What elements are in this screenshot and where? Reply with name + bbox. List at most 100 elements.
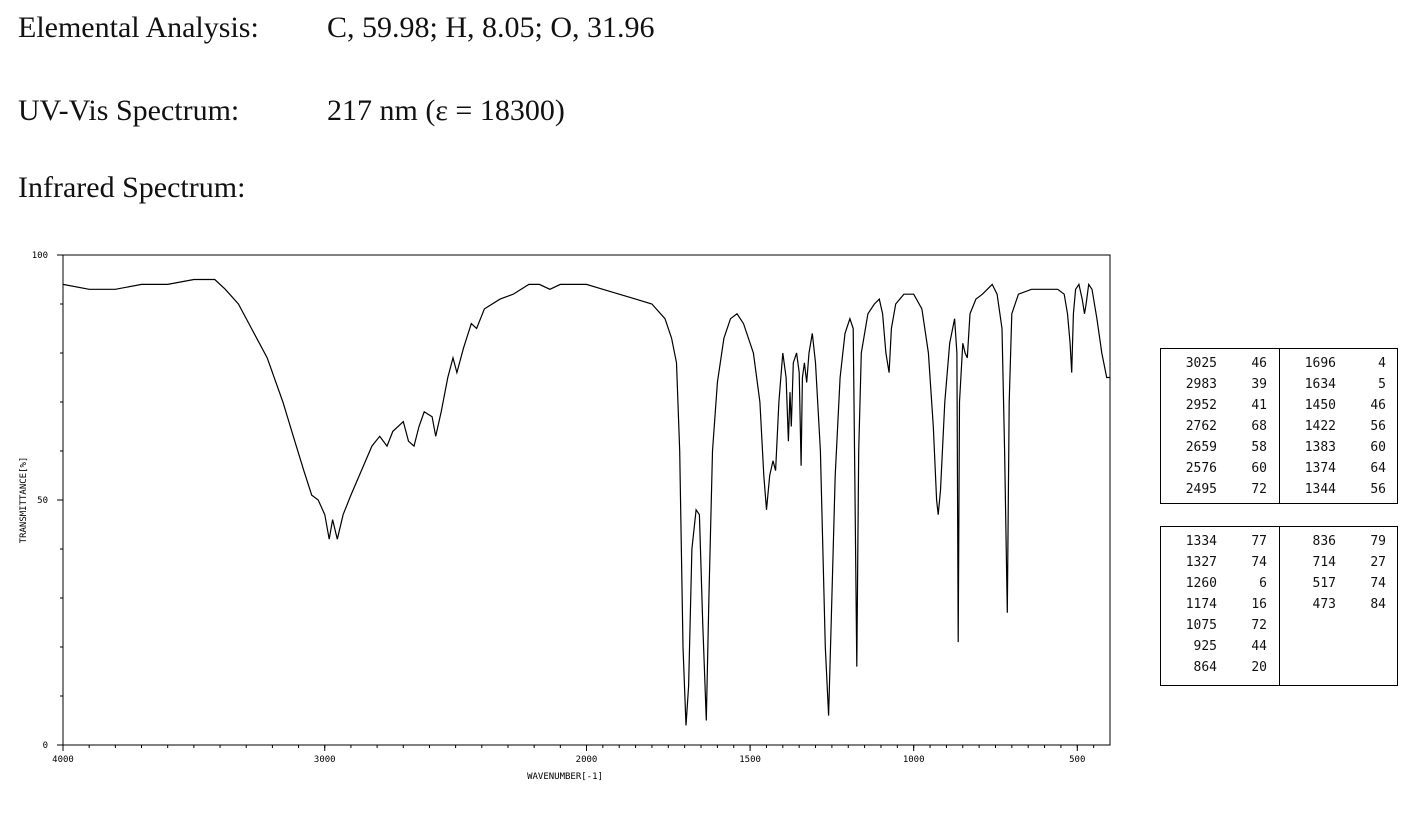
y-tick-label: 0 (43, 741, 48, 751)
peak-row: 1260 6 (1161, 573, 1279, 594)
peak-table-column: 1334 77 1327 74 1260 6 1174 16 1075 72 925 44 864 20 (1161, 531, 1279, 685)
peak-transmittance: 56 (1370, 419, 1386, 434)
peak-row: 2983 39 (1161, 374, 1279, 395)
x-tick-label: 1000 (903, 755, 925, 765)
peak-transmittance: 77 (1251, 534, 1267, 549)
uv-vis-value: 217 nm (ε = 18300) (327, 94, 565, 127)
peak-transmittance: 44 (1251, 639, 1267, 654)
ir-spectrum-chart: 4000 3000 2000 1500 1000 500 0 50 100 WAVENUMBER… (19, 251, 1111, 782)
peak-row: 2576 60 (1161, 458, 1279, 479)
peak-transmittance: 58 (1251, 440, 1267, 455)
peak-row: 1450 46 (1280, 395, 1398, 416)
peak-wavenumber: 1383 (1304, 440, 1336, 455)
peak-transmittance: 74 (1251, 555, 1267, 570)
peak-transmittance: 60 (1370, 440, 1386, 455)
peak-row: 1174 16 (1161, 594, 1279, 615)
peak-wavenumber: 1696 (1304, 356, 1336, 371)
x-tick-label: 4000 (52, 755, 74, 765)
elemental-analysis-row: Elemental Analysis: C, 59.98; H, 8.05; O,… (18, 10, 655, 46)
peak-wavenumber: 1174 (1185, 597, 1217, 612)
peak-transmittance: 84 (1370, 597, 1386, 612)
peak-wavenumber: 1334 (1185, 534, 1217, 549)
peak-transmittance: 56 (1370, 482, 1386, 497)
axis-tick-labels: 4000 3000 2000 1500 1000 500 0 50 100 (32, 251, 1086, 765)
peak-row: 836 79 (1280, 531, 1398, 552)
peak-row: 1696 4 (1280, 353, 1398, 374)
peak-row: 517 74 (1280, 573, 1398, 594)
peak-row: 2659 58 (1161, 437, 1279, 458)
peak-wavenumber: 1260 (1185, 576, 1217, 591)
x-tick-label: 2000 (576, 755, 598, 765)
peak-table: 1334 77 1327 74 1260 6 1174 16 1075 72 925 44 864 20 8… (1160, 526, 1398, 686)
peak-table-column: 3025 46 2983 39 2952 41 2762 68 2659 58 2576 60 2495… (1161, 353, 1279, 503)
peak-transmittance: 46 (1251, 356, 1267, 371)
peak-wavenumber: 1422 (1304, 419, 1336, 434)
x-tick-label: 500 (1069, 755, 1085, 765)
y-tick-label: 50 (37, 496, 48, 506)
peak-wavenumber: 2659 (1185, 440, 1217, 455)
peak-table: 3025 46 2983 39 2952 41 2762 68 2659 58 2576 60 2495… (1160, 348, 1398, 504)
elemental-analysis-value: C, 59.98; H, 8.05; O, 31.96 (327, 11, 655, 44)
x-axis-label: WAVENUMBER[-1] (527, 772, 603, 782)
peak-wavenumber: 2495 (1185, 482, 1217, 497)
peak-row: 1334 77 (1161, 531, 1279, 552)
y-axis-label: TRANSMITTANCE[%] (19, 457, 29, 544)
peak-transmittance: 72 (1251, 482, 1267, 497)
peak-table-column: 836 79 714 27 517 74 473 84 (1279, 527, 1398, 685)
peak-transmittance: 74 (1370, 576, 1386, 591)
uv-vis-row: UV-Vis Spectrum: 217 nm (ε = 18300) (18, 93, 565, 129)
peak-transmittance: 4 (1378, 356, 1386, 371)
uv-vis-label: UV-Vis Spectrum: (18, 94, 240, 127)
peak-transmittance: 41 (1251, 398, 1267, 413)
peak-row: 2952 41 (1161, 395, 1279, 416)
peak-row: 2762 68 (1161, 416, 1279, 437)
peak-table-column: 1696 4 1634 5 1450 46 1422 56 1383 60 1374 64 1344 56 (1279, 349, 1398, 503)
peak-row: 2495 72 (1161, 479, 1279, 500)
peak-transmittance: 39 (1251, 377, 1267, 392)
peak-row: 3025 46 (1161, 353, 1279, 374)
peak-wavenumber: 2983 (1185, 377, 1217, 392)
peak-row: 864 20 (1161, 657, 1279, 678)
peak-transmittance: 5 (1378, 377, 1386, 392)
peak-transmittance: 20 (1251, 660, 1267, 675)
peak-wavenumber: 714 (1312, 555, 1336, 570)
peak-row: 1374 64 (1280, 458, 1398, 479)
peak-transmittance: 68 (1251, 419, 1267, 434)
peak-row: 473 84 (1280, 594, 1398, 615)
infrared-label: Infrared Spectrum: (18, 171, 246, 204)
x-tick-label: 3000 (314, 755, 336, 765)
axis-ticks (57, 254, 1095, 751)
peak-transmittance: 46 (1370, 398, 1386, 413)
peak-row: 1327 74 (1161, 552, 1279, 573)
peak-wavenumber: 2762 (1185, 419, 1217, 434)
peak-row: 925 44 (1161, 636, 1279, 657)
spectrum-line (62, 278, 1110, 726)
peak-row: 1422 56 (1280, 416, 1398, 437)
peak-wavenumber: 1327 (1185, 555, 1217, 570)
peak-wavenumber: 836 (1312, 534, 1336, 549)
peak-row: 1634 5 (1280, 374, 1398, 395)
peak-wavenumber: 1450 (1304, 398, 1336, 413)
peak-transmittance: 6 (1259, 576, 1267, 591)
peak-wavenumber: 473 (1312, 597, 1336, 612)
peak-wavenumber: 1075 (1185, 618, 1217, 633)
peak-row: 1344 56 (1280, 479, 1398, 500)
infrared-row: Infrared Spectrum: (18, 170, 245, 206)
peak-wavenumber: 1634 (1304, 377, 1336, 392)
peak-wavenumber: 1344 (1304, 482, 1336, 497)
peak-transmittance: 79 (1370, 534, 1386, 549)
peak-row: 714 27 (1280, 552, 1398, 573)
peak-wavenumber: 864 (1193, 660, 1217, 675)
x-tick-label: 1500 (739, 755, 761, 765)
peak-row: 1383 60 (1280, 437, 1398, 458)
elemental-analysis-label: Elemental Analysis: (18, 11, 259, 44)
peak-wavenumber: 1374 (1304, 461, 1336, 476)
peak-wavenumber: 3025 (1185, 356, 1217, 371)
peak-transmittance: 16 (1251, 597, 1267, 612)
peak-wavenumber: 2576 (1185, 461, 1217, 476)
peak-wavenumber: 517 (1312, 576, 1336, 591)
peak-row: 1075 72 (1161, 615, 1279, 636)
peak-wavenumber: 2952 (1185, 398, 1217, 413)
peak-transmittance: 27 (1370, 555, 1386, 570)
peak-wavenumber: 925 (1193, 639, 1217, 654)
